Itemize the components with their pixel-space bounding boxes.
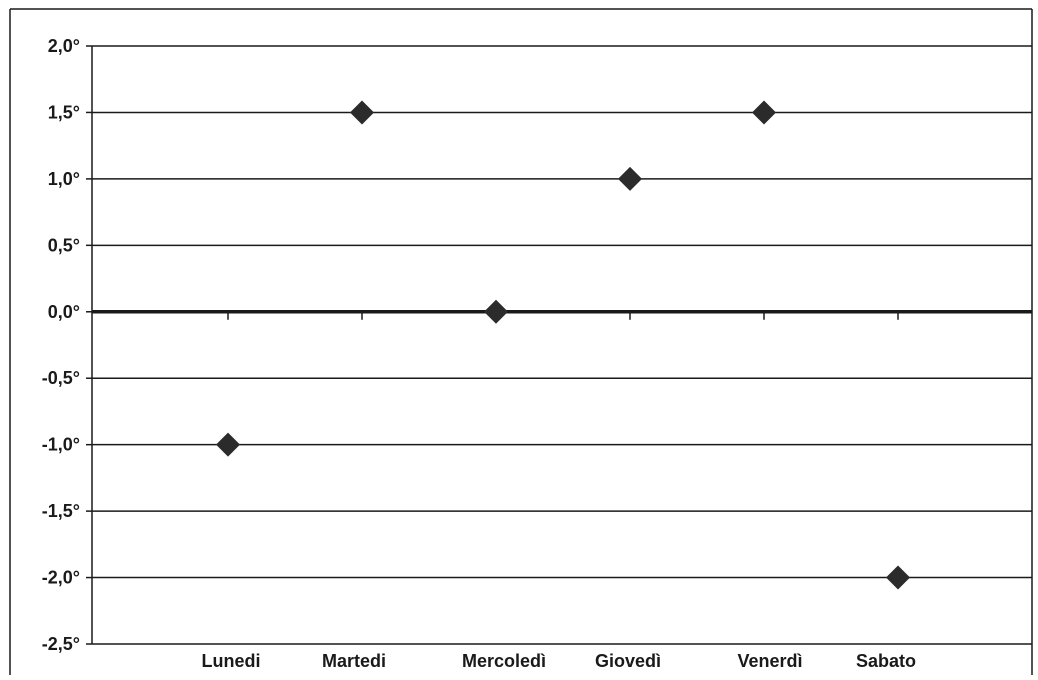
y-tick-label: 0,5°: [48, 235, 80, 255]
data-point-diamond: [350, 100, 374, 125]
y-tick-label: -1,0°: [42, 435, 80, 455]
grid-layer: [92, 45, 1032, 645]
data-point-diamond: [886, 565, 910, 590]
y-tick-label: 1,5°: [48, 102, 80, 122]
x-tick-label: Giovedì: [595, 651, 661, 671]
axis-layer: [86, 45, 899, 645]
x-tick-labels: Lunedi Martedi Mercoledì Giovedì Venerdì Saba…: [202, 651, 917, 671]
x-tick-label: Sabato: [856, 651, 916, 671]
data-point-diamond: [752, 100, 776, 125]
data-markers: [216, 100, 910, 590]
data-point-diamond: [216, 432, 240, 457]
x-tick-label: Lunedi: [202, 651, 261, 671]
x-tick-label: Venerdì: [737, 651, 802, 671]
data-point-diamond: [618, 166, 642, 191]
y-tick-label: -2,5°: [42, 634, 80, 654]
y-tick-label: -1,5°: [42, 501, 80, 521]
y-tick-label: 2,0°: [48, 36, 80, 56]
y-tick-label: -2,0°: [42, 568, 80, 588]
y-tick-label: 1,0°: [48, 169, 80, 189]
x-tick-label: Mercoledì: [462, 651, 546, 671]
y-tick-label: 0,0°: [48, 302, 80, 322]
y-tick-label: -0,5°: [42, 368, 80, 388]
x-tick-label: Martedi: [322, 651, 386, 671]
y-tick-labels: 2,0° 1,5° 1,0° 0,5° 0,0° -0,5° -1,0° -1,5° -2,0°…: [42, 36, 80, 654]
data-point-diamond: [484, 299, 508, 324]
